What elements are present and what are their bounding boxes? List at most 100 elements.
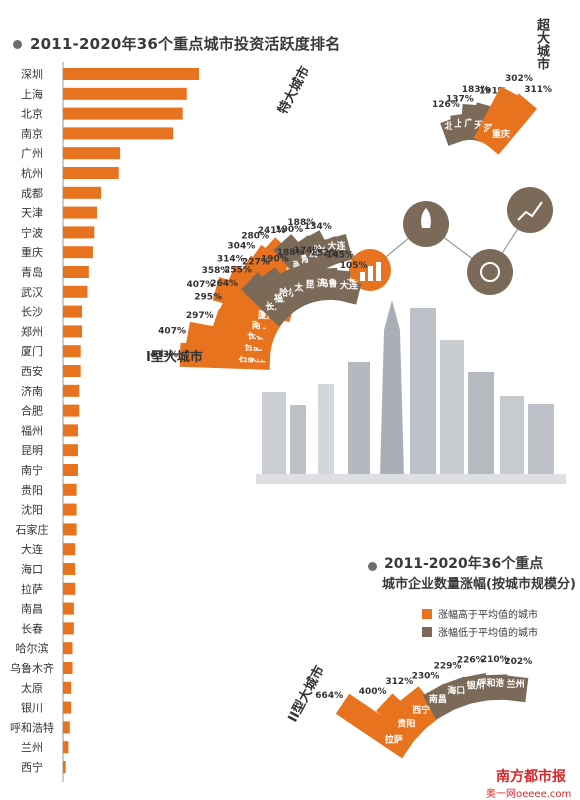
ranking-label: 昆明 <box>21 444 43 457</box>
ranking-bar <box>63 266 89 278</box>
ranking-bar <box>63 424 78 437</box>
growth-bar-value: 202% <box>504 657 532 667</box>
ranking-label: 贵阳 <box>21 484 43 497</box>
ranking-bar <box>63 206 97 219</box>
ranking-bar <box>63 68 199 80</box>
ranking-label: 呼和浩特 <box>10 720 54 734</box>
growth-bar-value: 126% <box>432 100 460 110</box>
growth-bar <box>335 693 416 759</box>
growth-bar-city: 兰州 <box>507 678 525 690</box>
growth-bar <box>322 233 353 266</box>
growth-bar-value: 226% <box>457 656 485 666</box>
growth-bar-value: 295% <box>194 293 222 303</box>
growth-bar-city: 南昌 <box>429 693 447 705</box>
city-skyline-illustration <box>256 300 566 484</box>
second-title-line2: 城市企业数量涨幅(按城市规模分) <box>382 577 576 592</box>
growth-bar-city: 贵阳 <box>397 718 415 730</box>
legend-above-label: 涨幅高于平均值的城市 <box>438 610 538 621</box>
legend-swatch-brown <box>422 626 432 637</box>
ranking-bar <box>63 87 187 100</box>
second-title-line1: 2011-2020年36个重点 <box>384 556 544 572</box>
growth-bar-value: 255% <box>224 266 252 276</box>
growth-bar-value: 188% <box>277 248 305 258</box>
ranking-bar <box>63 483 77 496</box>
ranking-bar <box>63 741 69 754</box>
growth-bar-value: 137% <box>446 94 474 104</box>
ranking-label: 大连 <box>21 542 43 556</box>
growth-bar <box>483 674 509 701</box>
second-title-bullet <box>368 562 377 571</box>
ranking-bar <box>63 186 102 199</box>
ranking-label: 西宁 <box>21 760 43 774</box>
ranking-label: 石家庄 <box>16 522 49 536</box>
ranking-bar <box>63 365 81 377</box>
ranking-bar <box>63 384 80 397</box>
growth-bar-value: 664% <box>315 691 343 701</box>
ranking-label: 乌鲁木齐 <box>10 661 54 675</box>
ranking-label: 宁波 <box>21 225 43 239</box>
ranking-label: 青岛 <box>21 265 43 279</box>
growth-bar-value: 407% <box>187 280 215 290</box>
ranking-label: 福州 <box>21 423 43 437</box>
ranking-bar <box>63 563 76 575</box>
growth-bar-value: 145% <box>326 250 354 260</box>
growth-bar-value: 264% <box>210 279 238 289</box>
growth-bar <box>216 293 283 343</box>
growth-bar-value: 230% <box>412 672 440 682</box>
ranking-bar <box>63 127 174 140</box>
ranking-label: 银川 <box>21 701 43 715</box>
growth-bar-value: 152% <box>310 249 338 259</box>
main-title: 2011-2020年36个重点城市投资活跃度排名 <box>30 35 341 53</box>
growth-bar-city: 重庆 <box>492 128 510 140</box>
ranking-bar <box>63 701 72 714</box>
ranking-label: 长沙 <box>21 306 43 319</box>
ranking-label: 武汉 <box>21 286 43 299</box>
growth-bar-value: 105% <box>340 261 368 271</box>
ranking-bar <box>63 404 80 417</box>
ranking-label: 沈阳 <box>21 503 43 517</box>
growth-bar <box>501 675 529 703</box>
growth-bar-value: 183% <box>462 85 490 95</box>
growth-bar-value: 433% <box>150 350 178 360</box>
ranking-label: 济南 <box>21 384 43 398</box>
ranking-label: 深圳 <box>21 68 43 81</box>
growth-bar-value: 134% <box>304 222 332 232</box>
growth-bar <box>399 686 442 731</box>
growth-bar-city: 西宁 <box>412 704 430 716</box>
ranking-bar <box>63 543 76 556</box>
title-bullet <box>13 40 22 49</box>
growth-bar-value: 174% <box>294 246 322 256</box>
growth-bars-icon <box>349 249 391 291</box>
growth-bar-value: 188% <box>287 218 315 228</box>
ranking-bar <box>63 325 83 338</box>
ranking-bar <box>63 662 73 674</box>
ranking-label: 天津 <box>21 207 43 220</box>
growth-bar-value: 190% <box>261 255 289 265</box>
ranking-label: 南京 <box>21 126 43 140</box>
rocket-icon <box>403 201 449 247</box>
ranking-bar <box>63 147 121 160</box>
ranking-bar <box>63 305 83 318</box>
ranking-label: 拉萨 <box>21 582 43 596</box>
growth-bar-value: 358% <box>202 266 230 276</box>
ranking-label: 上海 <box>21 87 43 101</box>
growth-bar-value: 400% <box>359 687 387 697</box>
growth-bar-value: 190% <box>275 225 303 235</box>
ranking-label: 太原 <box>21 682 43 695</box>
ranking-bar <box>63 582 76 595</box>
growth-bar-city: 大连 <box>327 240 346 252</box>
ranking-bar <box>63 345 81 358</box>
growth-bar-value: 241% <box>258 226 286 236</box>
legend-below-label: 涨幅低于平均值的城市 <box>438 628 538 639</box>
growth-bar-city: 大连 <box>340 279 359 291</box>
group-tag-super-label: 超大城市 <box>534 18 549 70</box>
ranking-bar <box>63 642 73 655</box>
growth-bar-city: 拉萨 <box>385 733 403 745</box>
ranking-bar <box>63 285 88 298</box>
ranking-bar <box>63 167 119 179</box>
ranking-bar <box>63 107 183 120</box>
ranking-bar <box>63 226 95 239</box>
ranking-label: 北京 <box>21 107 43 121</box>
growth-bar-value: 311% <box>524 85 552 95</box>
